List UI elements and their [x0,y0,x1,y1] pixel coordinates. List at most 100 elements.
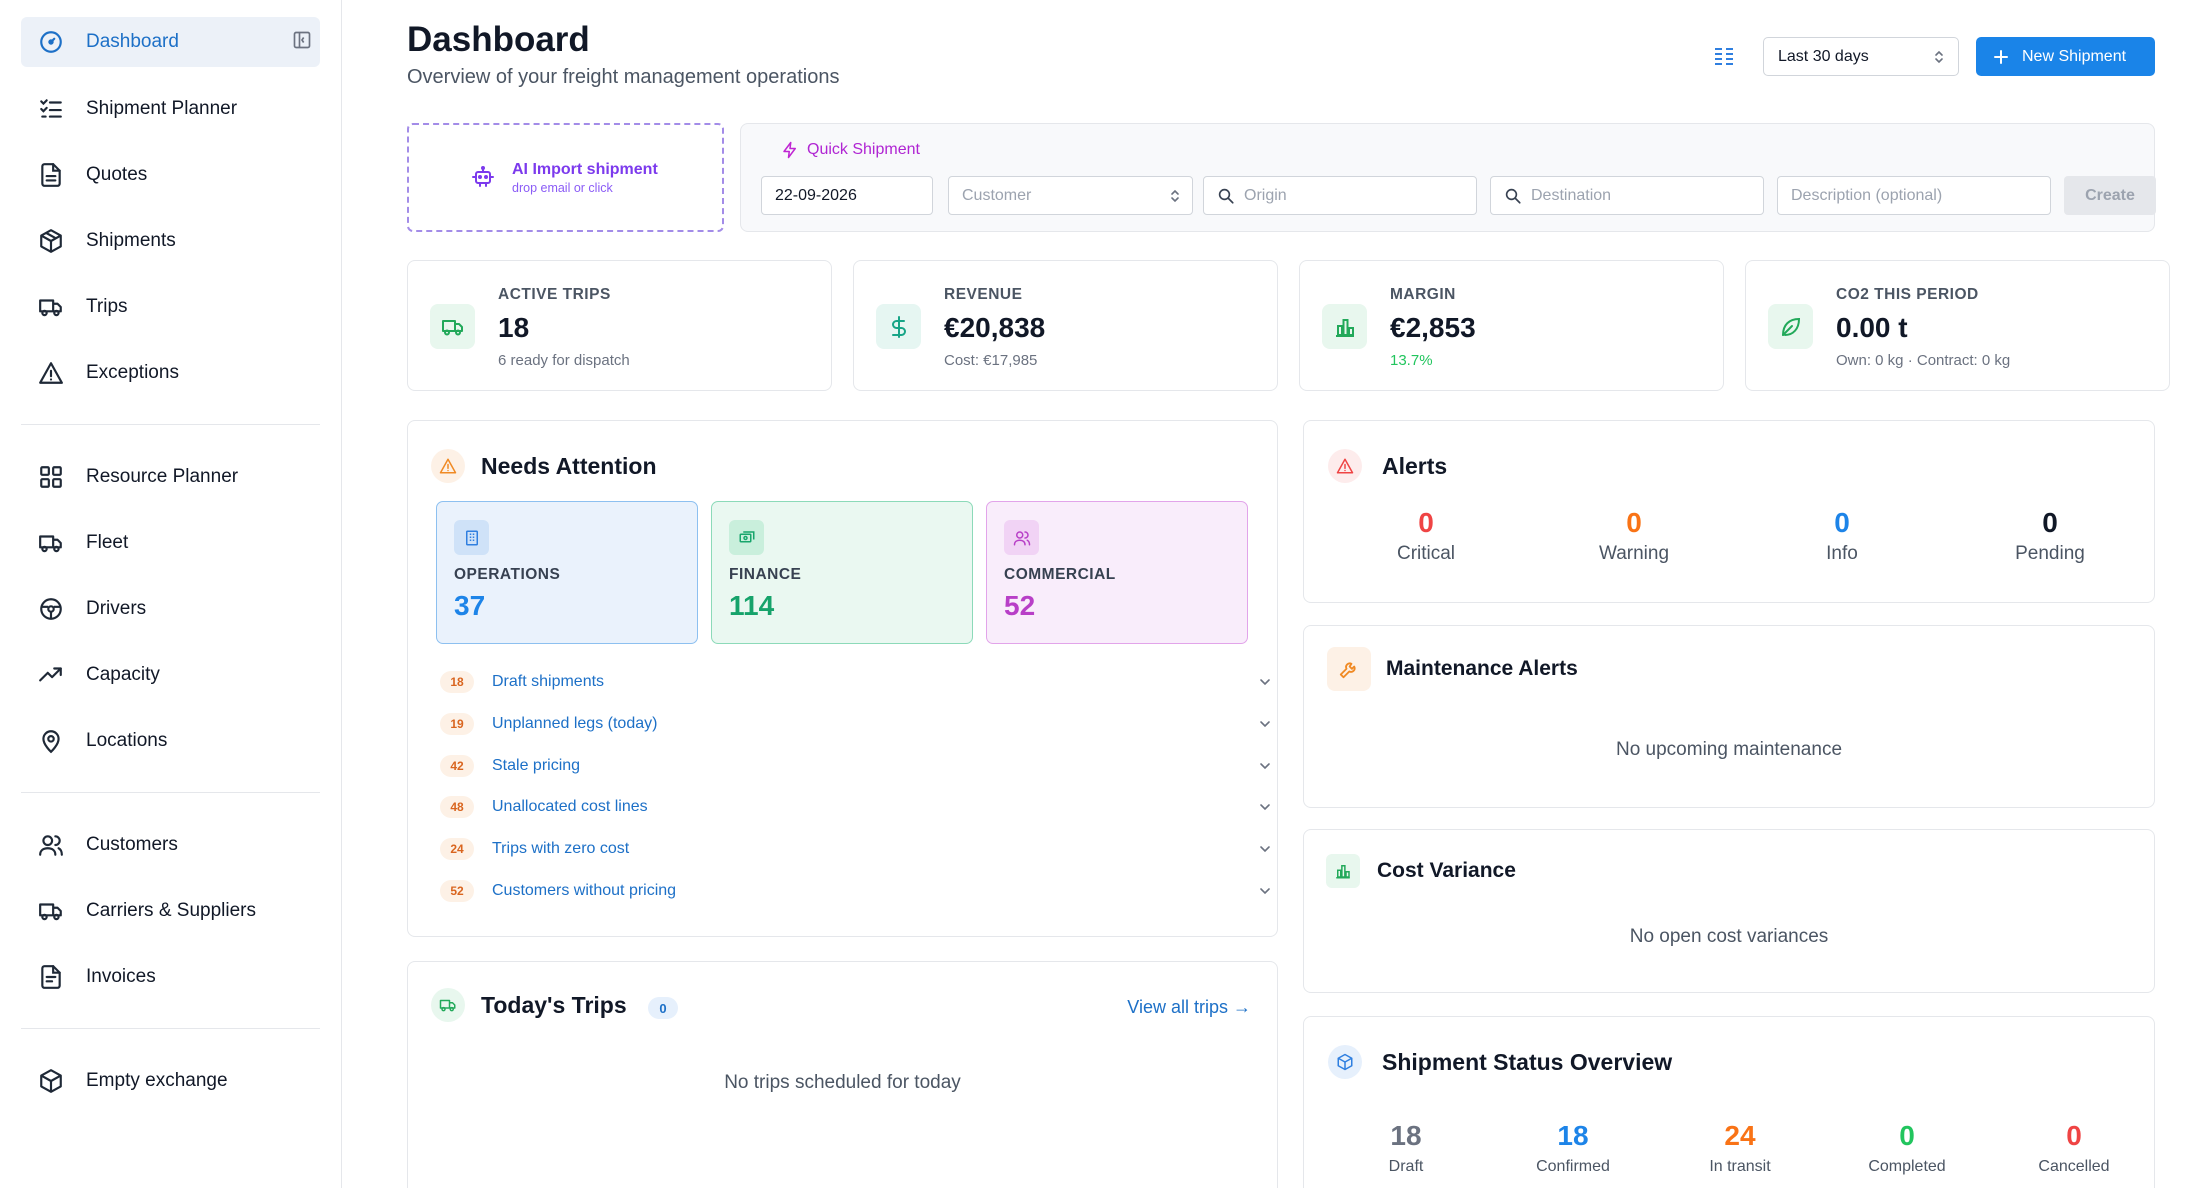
attention-link: Unplanned legs (today) [492,715,658,732]
building-icon [454,520,489,555]
sidebar-item-invoices[interactable]: Invoices [21,952,320,1002]
attention-row-unplanned-legs[interactable]: 19 Unplanned legs (today) [440,709,1276,739]
kpi-margin[interactable]: MARGIN €2,853 13.7% [1299,260,1724,391]
sidebar-item-exceptions[interactable]: Exceptions [21,348,320,398]
sidebar-item-empty-exchange[interactable]: Empty exchange [21,1056,320,1106]
sidebar-item-label: Empty exchange [86,1070,228,1091]
kpi-subtext: 13.7% [1390,352,1433,369]
kpi-label: CO2 THIS PERIOD [1836,286,1979,303]
view-all-trips-link[interactable]: View all trips → [1127,997,1251,1017]
stat-label: Warning [1598,543,1670,564]
dept-finance[interactable]: FINANCE 114 [711,501,973,644]
sidebar-item-shipment-planner[interactable]: Shipment Planner [21,84,320,134]
origin-input[interactable]: Origin [1203,176,1477,215]
sidebar-item-capacity[interactable]: Capacity [21,650,320,700]
description-placeholder: Description (optional) [1791,186,1943,204]
kpi-co2[interactable]: CO2 THIS PERIOD 0.00 t Own: 0 kg · Contr… [1745,260,2170,391]
status-in-transit[interactable]: 24 In transit [1665,1120,1815,1176]
warning-icon [38,360,64,386]
warning-icon [1328,449,1362,483]
status-cancelled[interactable]: 0 Cancelled [1999,1120,2149,1176]
alert-stat-pending[interactable]: 0 Pending [1960,507,2140,565]
dept-label: COMMERCIAL [1004,566,1116,583]
dept-operations[interactable]: OPERATIONS 37 [436,501,698,644]
sidebar-item-customers[interactable]: Customers [21,820,320,870]
wrench-icon [1327,647,1371,691]
sidebar-item-label: Shipments [86,230,176,251]
ai-import-dropzone[interactable]: AI Import shipment drop email or click [407,123,724,232]
status-label: In transit [1709,1158,1771,1175]
grid-icon [38,464,64,490]
dept-commercial[interactable]: COMMERCIAL 52 [986,501,1248,644]
card-title: Today's Trips [481,992,627,1018]
attention-row-draft-shipments[interactable]: 18 Draft shipments [440,667,1276,697]
count-badge: 18 [440,671,474,693]
dept-label: FINANCE [729,566,802,583]
ai-import-subtitle: drop email or click [512,181,613,195]
quick-shipment-label: Quick Shipment [807,141,920,158]
page-title: Dashboard [407,20,590,59]
truck-icon [431,988,465,1022]
alert-stat-warning[interactable]: 0 Warning [1544,507,1724,565]
lightning-icon [781,141,799,159]
create-button[interactable]: Create [2064,176,2156,215]
attention-row-customers-without-pricing[interactable]: 52 Customers without pricing [440,876,1276,906]
gauge-icon [38,29,64,55]
alert-stat-critical[interactable]: 0 Critical [1336,507,1516,565]
sidebar-item-trips[interactable]: Trips [21,282,320,332]
sidebar-item-label: Carriers & Suppliers [86,900,256,921]
sidebar-item-fleet[interactable]: Fleet [21,518,320,568]
destination-input[interactable]: Destination [1490,176,1764,215]
create-label: Create [2085,186,2135,204]
truck-icon [430,304,475,349]
invoice-icon [38,964,64,990]
map-pin-icon [38,728,64,754]
attention-row-stale-pricing[interactable]: 42 Stale pricing [440,751,1276,781]
sidebar-item-drivers[interactable]: Drivers [21,584,320,634]
kpi-revenue[interactable]: REVENUE €20,838 Cost: €17,985 [853,260,1278,391]
alert-stat-info[interactable]: 0 Info [1752,507,1932,565]
sidebar-item-label: Exceptions [86,362,179,383]
attention-row-unallocated-cost-lines[interactable]: 48 Unallocated cost lines [440,792,1276,822]
todays-trips-card: Today's Trips 0 View all trips → No trip… [407,961,1278,1188]
status-completed[interactable]: 0 Completed [1832,1120,1982,1176]
sidebar-divider [21,1028,320,1029]
document-icon [38,162,64,188]
description-input[interactable]: Description (optional) [1777,176,2051,215]
sidebar-item-shipments[interactable]: Shipments [21,216,320,266]
stat-value: 0 [2042,507,2058,538]
robot-icon [471,165,495,189]
maintenance-alerts-card: Maintenance Alerts No upcoming maintenan… [1303,625,2155,808]
ai-import-title: AI Import shipment [512,161,658,178]
count-badge: 42 [440,755,474,777]
chevron-down-icon [1258,842,1272,856]
sidebar-divider [21,424,320,425]
sidebar-item-resource-planner[interactable]: Resource Planner [21,452,320,502]
layout-toggle-icon[interactable] [1712,44,1736,68]
plus-icon [1992,48,2010,66]
kpi-active-trips[interactable]: ACTIVE TRIPS 18 6 ready for dispatch [407,260,832,391]
status-value: 18 [1557,1120,1589,1151]
sidebar-item-label: Customers [86,834,178,855]
search-icon [1217,187,1235,205]
collapse-sidebar-icon[interactable] [292,30,312,50]
shipment-status-card: Shipment Status Overview 18 Draft 18 Con… [1303,1016,2155,1188]
sidebar-item-carriers-suppliers[interactable]: Carriers & Suppliers [21,886,320,936]
sidebar-item-quotes[interactable]: Quotes [21,150,320,200]
card-title: Needs Attention [481,453,657,479]
empty-state: No trips scheduled for today [724,1072,961,1093]
kpi-value: €2,853 [1390,312,1476,343]
bar-chart-icon [1322,304,1367,349]
warning-icon [431,449,465,483]
sidebar-item-label: Quotes [86,164,148,185]
sidebar-item-dashboard[interactable]: Dashboard [21,17,320,67]
status-confirmed[interactable]: 18 Confirmed [1498,1120,1648,1176]
period-select[interactable]: Last 30 days [1763,37,1959,76]
attention-row-trips-zero-cost[interactable]: 24 Trips with zero cost [440,834,1276,864]
date-input[interactable]: 22-09-2026 [761,176,933,215]
count-badge: 24 [440,838,474,860]
sidebar-item-locations[interactable]: Locations [21,716,320,766]
new-shipment-button[interactable]: New Shipment [1976,37,2155,76]
customer-select[interactable]: Customer [948,176,1193,215]
status-draft[interactable]: 18 Draft [1331,1120,1481,1176]
